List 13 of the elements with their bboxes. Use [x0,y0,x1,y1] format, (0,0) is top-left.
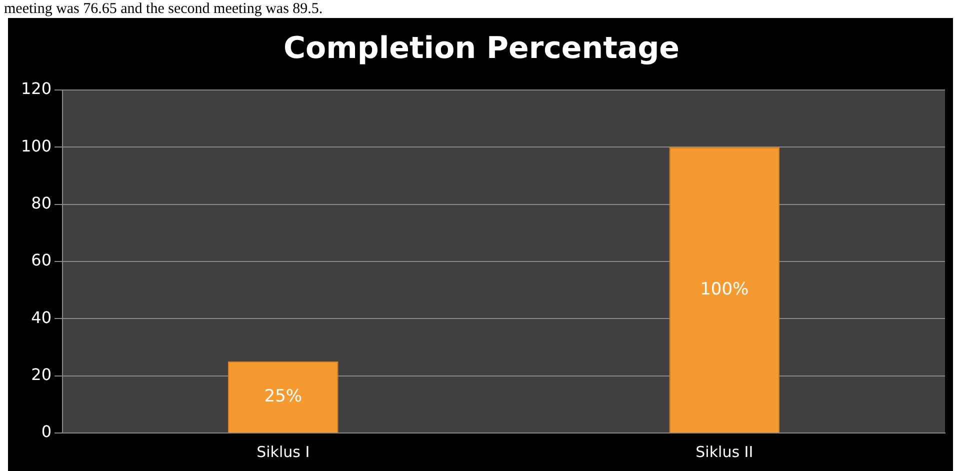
y-tick-label: 0 [41,422,52,442]
y-tick-label: 100 [20,136,52,156]
x-tick-label: Siklus II [696,442,754,461]
y-tick-label: 80 [31,193,52,212]
y-tick-label: 60 [31,250,52,270]
data-label: 100% [700,279,749,300]
y-tick-label: 120 [20,79,52,98]
text: meeting was 76.65 and the second meeting was 89.5. [3,0,324,18]
x-tick-label: Siklus I [256,442,310,461]
y-tick-label: 40 [31,308,52,327]
data-label: 25% [264,386,302,406]
chart-title: Completion Percentage [283,30,680,66]
y-tick-label: 20 [31,364,52,384]
